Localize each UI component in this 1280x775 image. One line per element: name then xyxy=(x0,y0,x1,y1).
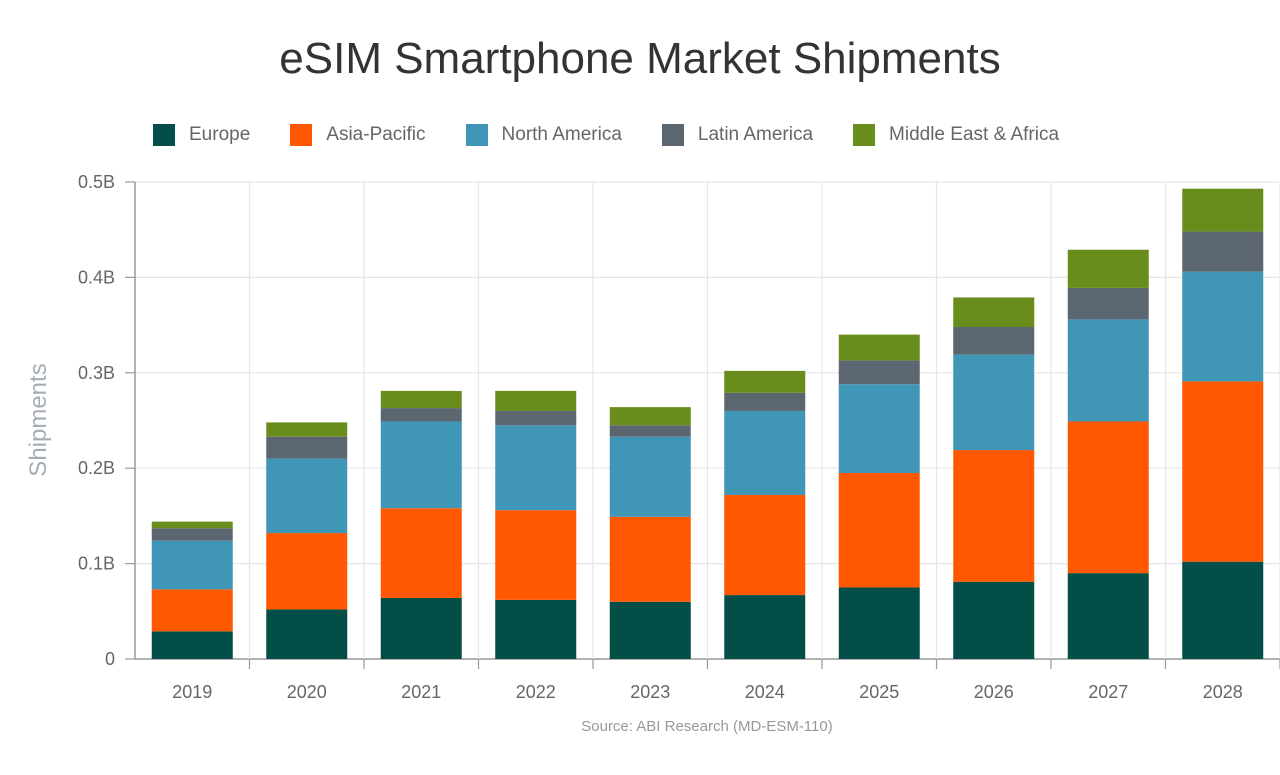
x-tick-label: 2026 xyxy=(974,682,1014,702)
bar-segment xyxy=(609,436,691,517)
bar-segment xyxy=(380,390,462,409)
legend-label: Middle East & Africa xyxy=(889,124,1060,145)
legend-item[interactable]: Middle East & Africa xyxy=(853,124,1059,146)
bar-segment xyxy=(953,354,1035,451)
x-tick-label: 2022 xyxy=(516,682,556,702)
legend: Europe Asia-Pacific North America Latin Ame… xyxy=(153,124,1099,146)
bar-segment xyxy=(151,521,233,529)
legend-item[interactable]: Asia-Pacific xyxy=(290,124,426,146)
x-tick-label: 2024 xyxy=(745,682,785,702)
bar-segment xyxy=(380,597,462,659)
bar-segment xyxy=(266,533,348,610)
bar-segment xyxy=(266,458,348,534)
legend-swatch xyxy=(290,124,313,146)
bar-segment xyxy=(266,422,348,437)
bar-segment xyxy=(953,450,1035,582)
bar-segment xyxy=(1182,381,1264,562)
x-tick-label: 2019 xyxy=(172,682,212,702)
legend-label: Latin America xyxy=(697,124,814,145)
bar-segment xyxy=(1067,319,1149,422)
x-tick-label: 2025 xyxy=(859,682,899,702)
bar-segment xyxy=(151,589,233,632)
bar-segment xyxy=(151,540,233,590)
bar-segment xyxy=(266,436,348,459)
x-tick-label: 2021 xyxy=(401,682,441,702)
bar-segment xyxy=(953,581,1035,659)
bar-segment xyxy=(724,370,806,393)
bar-segment xyxy=(838,384,920,473)
x-tick-label: 2020 xyxy=(287,682,327,702)
bar-segment xyxy=(495,510,577,600)
bar-segment xyxy=(1182,561,1264,659)
y-tick-label: 0.4B xyxy=(78,267,115,287)
bar-segment xyxy=(151,631,233,659)
bar-segment xyxy=(380,421,462,509)
bar-segment xyxy=(495,599,577,659)
y-tick-label: 0 xyxy=(105,649,115,669)
bar-segment xyxy=(838,360,920,385)
bar-segment xyxy=(609,425,691,437)
chart-title: eSIM Smartphone Market Shipments xyxy=(279,34,1001,83)
bar-segment xyxy=(380,408,462,422)
bar-segment xyxy=(266,609,348,659)
bar-segment xyxy=(953,327,1035,355)
bar-segment xyxy=(495,410,577,426)
y-axis-label: Shipments xyxy=(25,363,52,476)
bar-segment xyxy=(1182,271,1264,382)
y-tick-label: 0.3B xyxy=(78,363,115,383)
bar-segment xyxy=(380,508,462,598)
bar-segment xyxy=(1182,231,1264,272)
legend-label: Asia-Pacific xyxy=(326,124,426,145)
bar-segment xyxy=(724,392,806,411)
legend-label: Europe xyxy=(189,124,251,145)
bar-segment xyxy=(1067,421,1149,574)
bar-segment xyxy=(1067,573,1149,659)
x-tick-label: 2028 xyxy=(1203,682,1243,702)
y-tick-label: 0.5B xyxy=(78,172,115,192)
y-tick-label: 0.2B xyxy=(78,458,115,478)
legend-label: North America xyxy=(501,124,622,145)
bar-segment xyxy=(724,595,806,659)
bar-segment xyxy=(609,407,691,426)
legend-swatch xyxy=(465,124,488,146)
source-note: Source: ABI Research (MD-ESM-110) xyxy=(581,718,833,735)
bar-segment xyxy=(495,425,577,511)
bar-segment xyxy=(838,587,920,659)
legend-swatch xyxy=(153,124,175,146)
legend-item[interactable]: Latin America xyxy=(661,124,814,146)
bar-segment xyxy=(1067,287,1149,320)
bar-segment xyxy=(724,410,806,495)
bar-segment xyxy=(151,528,233,541)
bar-segment xyxy=(495,390,577,411)
x-tick-label: 2023 xyxy=(630,682,670,702)
bar-segment xyxy=(1067,249,1149,288)
legend-swatch xyxy=(853,124,876,146)
x-tick-label: 2027 xyxy=(1088,682,1128,702)
bar-segment xyxy=(609,516,691,602)
y-tick-label: 0.1B xyxy=(78,554,115,574)
legend-item[interactable]: North America xyxy=(465,124,622,146)
bar-segment xyxy=(838,334,920,361)
legend-swatch xyxy=(661,124,684,146)
bar-segment xyxy=(838,472,920,588)
bar-segment xyxy=(1182,188,1264,232)
bar-segment xyxy=(953,297,1035,328)
legend-item[interactable]: Europe xyxy=(153,124,250,146)
bar-segment xyxy=(724,494,806,596)
bar-segment xyxy=(609,601,691,659)
